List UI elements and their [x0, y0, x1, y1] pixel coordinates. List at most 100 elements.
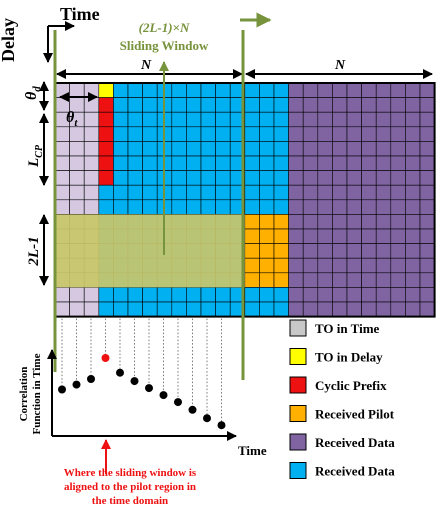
- grid-cell: [332, 214, 348, 230]
- grid-cell: [332, 141, 348, 157]
- corr-y-label-1: Correlation: [18, 367, 30, 422]
- grid-cell: [405, 141, 421, 157]
- grid-cell: [69, 287, 85, 303]
- grid-cell: [419, 301, 435, 317]
- grid-cell: [375, 228, 392, 244]
- grid-cell: [69, 170, 85, 186]
- grid-cell: [390, 141, 406, 157]
- grid-cell: [317, 97, 333, 113]
- grid-cell: [259, 243, 275, 259]
- grid-cell: [302, 170, 319, 186]
- grid-cell: [98, 82, 114, 98]
- grid-cell: [288, 97, 304, 113]
- grid-cell: [171, 184, 187, 201]
- grid-cell: [259, 184, 275, 201]
- grid-cell: [113, 170, 129, 186]
- legend-swatch: [289, 462, 307, 479]
- grid-cell: [390, 243, 406, 259]
- grid-cell: [244, 228, 260, 244]
- grid-cell: [302, 126, 319, 142]
- grid-cell: [317, 228, 333, 244]
- grid-cell: [83, 141, 100, 157]
- grid-cell: [332, 287, 348, 303]
- grid-cell: [83, 97, 100, 113]
- grid-cell: [200, 97, 216, 113]
- grid-cell: [317, 184, 333, 201]
- grid-cell: [346, 257, 362, 274]
- grid-cell: [361, 228, 377, 244]
- grid-cell: [419, 111, 435, 128]
- grid-cell: [317, 214, 333, 230]
- grid-cell: [171, 141, 187, 157]
- grid-cell: [302, 155, 319, 171]
- grid-cell: [419, 272, 435, 288]
- grid-cell: [375, 272, 392, 288]
- grid-cell: [361, 141, 377, 157]
- grid-cell: [390, 199, 406, 215]
- grid-cell: [375, 82, 392, 98]
- grid-cell: [113, 155, 129, 171]
- grid-cell: [332, 272, 348, 288]
- grid-cell: [361, 111, 377, 128]
- grid-cell: [317, 82, 333, 98]
- grid-cell: [317, 199, 333, 215]
- grid-cell: [259, 155, 275, 171]
- correlation-point: [72, 380, 81, 389]
- grid-cell: [405, 82, 421, 98]
- grid-cell: [186, 97, 202, 113]
- n-left-label: N: [140, 58, 152, 73]
- grid-cell: [200, 82, 216, 98]
- grid-cell: [375, 184, 392, 201]
- grid-cell: [302, 287, 319, 303]
- grid-cell: [361, 82, 377, 98]
- grid-cell: [302, 141, 319, 157]
- grid-cell: [302, 257, 319, 274]
- grid-cell: [375, 170, 392, 186]
- grid-cell: [332, 243, 348, 259]
- n-right-label: N: [334, 58, 346, 73]
- grid-cell: [186, 199, 202, 215]
- grid-cell: [273, 155, 289, 171]
- grid-cell: [244, 257, 260, 274]
- grid-cell: [69, 301, 85, 317]
- grid-cell: [273, 97, 289, 113]
- grid-cell: [156, 301, 173, 317]
- correlation-peak-point: [101, 354, 110, 362]
- grid-cell: [127, 97, 143, 113]
- grid-cell: [332, 126, 348, 142]
- grid-cell: [244, 214, 260, 230]
- grid-cell: [405, 214, 421, 230]
- lcp-label: LCP: [26, 144, 45, 168]
- grid-cell: [317, 170, 333, 186]
- grid-cell: [244, 82, 260, 98]
- grid-cell: [127, 301, 143, 317]
- grid-cell: [244, 301, 260, 317]
- grid-cell: [405, 111, 421, 128]
- grid-cell: [273, 301, 289, 317]
- grid-cell: [302, 82, 319, 98]
- grid-cell: [419, 199, 435, 215]
- legend-label: TO in Delay: [315, 350, 383, 365]
- grid-cell: [419, 155, 435, 171]
- grid-cell: [375, 97, 392, 113]
- grid-cell: [215, 155, 231, 171]
- grid-cell: [69, 155, 85, 171]
- grid-cell: [273, 214, 289, 230]
- grid-cell: [259, 97, 275, 113]
- grid-cell: [346, 287, 362, 303]
- axis-indicator: Time Delay: [0, 4, 100, 63]
- grid-cell: [419, 82, 435, 98]
- grid-cell: [142, 199, 158, 215]
- grid-cell: [83, 170, 100, 186]
- grid-cell: [346, 243, 362, 259]
- grid-cell: [215, 199, 231, 215]
- grid-cell: [302, 272, 319, 288]
- grid-cell: [54, 199, 70, 215]
- grid-cell: [83, 184, 100, 201]
- grid-cell: [200, 155, 216, 171]
- grid-cell: [259, 126, 275, 142]
- grid-cell: [390, 287, 406, 303]
- grid-cell: [419, 97, 435, 113]
- grid-cell: [288, 272, 304, 288]
- grid-cell: [186, 184, 202, 201]
